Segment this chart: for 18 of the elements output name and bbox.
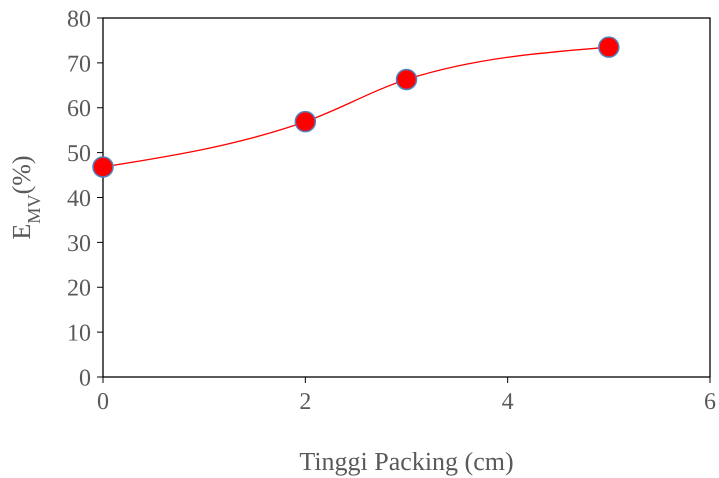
point <box>294 110 316 132</box>
x-tick-label: 0 <box>97 389 109 415</box>
x-tick-label: 2 <box>299 389 312 415</box>
x-axis-title: Tinggi Packing (cm) <box>299 447 514 476</box>
y-tick-label: 0 <box>79 365 91 392</box>
point <box>598 36 620 58</box>
y-tick-label: 40 <box>67 186 91 212</box>
y-tick-label: 20 <box>67 276 91 302</box>
y-tick-label: 70 <box>67 51 91 78</box>
y-tick-label: 60 <box>67 96 91 122</box>
y-tick-label: 50 <box>67 141 91 168</box>
x-tick-label: 4 <box>502 389 514 415</box>
y-tick-label: 80 <box>67 6 91 32</box>
y-tick-label: 10 <box>67 320 91 347</box>
x-tick-label: 6 <box>704 389 716 415</box>
point <box>396 68 418 90</box>
y-tick-label: 30 <box>67 230 91 257</box>
point <box>92 156 114 178</box>
